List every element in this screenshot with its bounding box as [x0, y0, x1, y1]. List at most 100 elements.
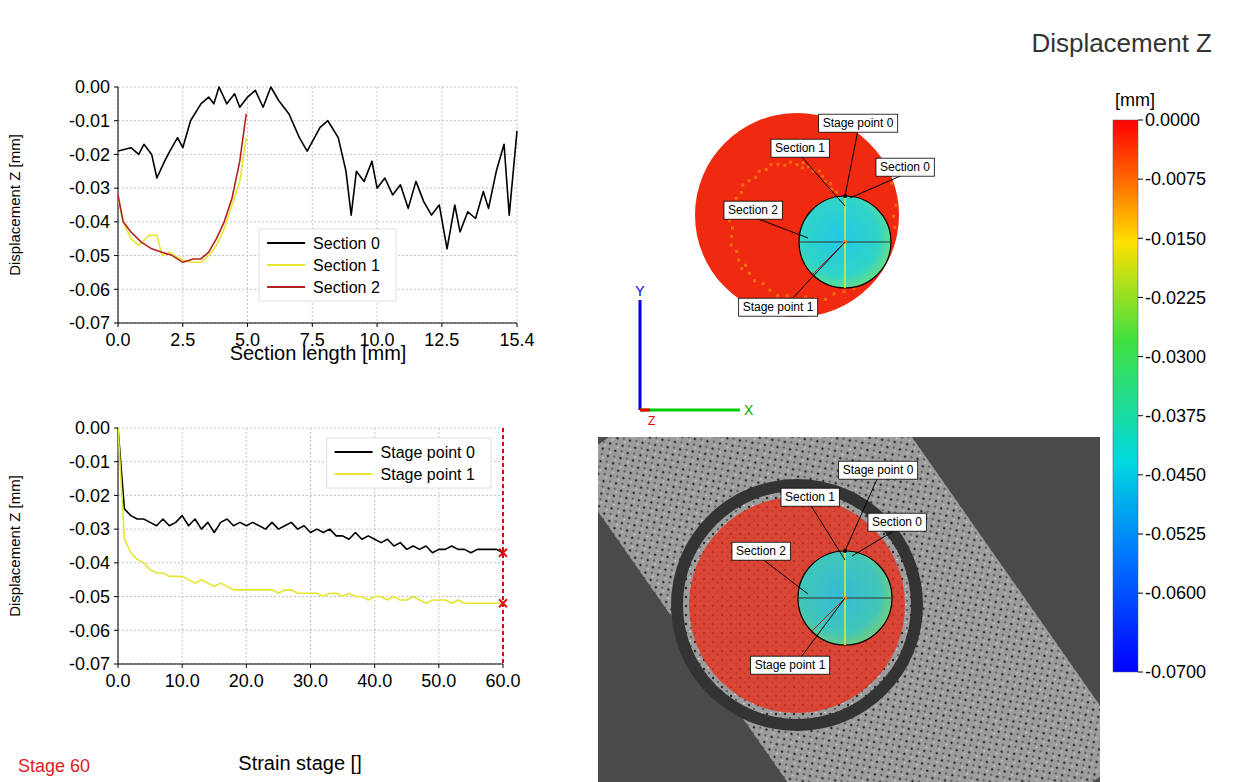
- colorbar-tick: [1138, 474, 1143, 475]
- y-tick-label: -0.07: [69, 654, 110, 674]
- legend: Stage point 0Stage point 1: [327, 438, 491, 488]
- leader-line: [761, 558, 808, 594]
- colorbar-tick: [1138, 356, 1143, 357]
- map-label: Section 1: [775, 141, 825, 155]
- noise: [735, 250, 738, 253]
- noise: [762, 282, 765, 285]
- tick: [246, 664, 247, 668]
- y-tick-label: -0.04: [69, 212, 110, 232]
- colorbar-tick: [1138, 593, 1143, 594]
- grid-line: [118, 596, 503, 597]
- colorbar-tick: [1138, 297, 1143, 298]
- noise: [741, 184, 744, 187]
- grid-line: [503, 428, 504, 664]
- y-tick-label: -0.01: [69, 452, 110, 472]
- fixture: [671, 479, 923, 731]
- grid-line: [118, 630, 503, 631]
- map-label: Section 2: [736, 544, 786, 558]
- label-box: [751, 656, 830, 674]
- stage-marker: [499, 549, 507, 557]
- legend-label: Section 0: [313, 235, 380, 252]
- leader-line: [850, 174, 905, 198]
- y-tick-label: -0.03: [69, 178, 110, 198]
- noise: [818, 170, 821, 173]
- noise: [843, 290, 846, 293]
- contour-map: Stage point 0Section 1Section 0Section 2…: [695, 113, 934, 317]
- legend-swatch: [335, 451, 373, 453]
- specimen-band: [598, 437, 1100, 782]
- grid-line: [118, 154, 517, 155]
- tick: [438, 664, 439, 668]
- noise: [730, 235, 733, 238]
- label-box: [868, 513, 926, 531]
- x-tick-label: 10.0: [165, 671, 200, 691]
- y-tick-label: -0.03: [69, 519, 110, 539]
- series-line: [118, 114, 246, 262]
- noise: [789, 161, 792, 164]
- y-tick-label: -0.05: [69, 246, 110, 266]
- grid-line: [247, 87, 248, 323]
- leader-line: [845, 130, 858, 196]
- series-line: [118, 138, 246, 263]
- y-tick-label: -0.02: [69, 486, 110, 506]
- tick: [114, 596, 118, 597]
- colorbar-tick: [1138, 179, 1143, 180]
- grid-line: [182, 428, 183, 664]
- axis-label: Y: [635, 283, 645, 299]
- tick: [310, 664, 311, 668]
- stage-label: Stage 60: [18, 756, 90, 776]
- noise: [893, 226, 896, 229]
- noise: [835, 191, 838, 194]
- title: Displacement Z: [1031, 28, 1212, 58]
- colorbar-label: -0.0375: [1145, 406, 1206, 426]
- x-tick-label: 15.4: [499, 330, 534, 350]
- y-tick-label: -0.04: [69, 553, 110, 573]
- map-label: Section 0: [872, 515, 922, 529]
- tick: [114, 323, 118, 324]
- tick: [114, 562, 118, 563]
- noise: [740, 267, 743, 270]
- colorbar-tick: [1138, 672, 1143, 673]
- legend-swatch: [267, 264, 305, 266]
- noise: [740, 191, 743, 194]
- noise: [795, 163, 798, 166]
- noise: [748, 179, 751, 182]
- plot-area: [118, 87, 517, 262]
- label-box: [781, 488, 839, 506]
- axis-label: X: [744, 402, 754, 418]
- x-tick-label: 60.0: [485, 671, 520, 691]
- y-tick-label: -0.05: [69, 587, 110, 607]
- noise: [768, 289, 771, 292]
- y-tick-label: -0.02: [69, 145, 110, 165]
- tick: [114, 255, 118, 256]
- legend-label: Stage point 1: [381, 466, 475, 483]
- tick: [182, 323, 183, 327]
- noise: [786, 294, 789, 297]
- tick: [114, 87, 118, 88]
- specimen-field: [695, 113, 899, 317]
- tick: [114, 630, 118, 631]
- grid-line: [118, 221, 517, 222]
- series-line: [118, 87, 517, 249]
- tick: [503, 664, 504, 668]
- noise: [730, 243, 733, 246]
- tick: [114, 154, 118, 155]
- map-label: Section 2: [728, 203, 778, 217]
- legend: Section 0Section 1Section 2: [259, 229, 396, 301]
- leader-line: [810, 504, 845, 560]
- colorbar-label: 0.0000: [1145, 110, 1200, 130]
- axis-label: Z: [648, 414, 655, 428]
- map-label: Section 1: [785, 490, 835, 504]
- tick: [182, 664, 183, 668]
- stage-cursor: [502, 428, 504, 664]
- y-tick-label: -0.01: [69, 111, 110, 131]
- chart: 0.010.020.030.040.050.060.00.00-0.01-0.0…: [6, 418, 521, 774]
- x-tick-label: 50.0: [421, 671, 456, 691]
- leader-line: [800, 155, 845, 206]
- grid-line: [118, 323, 517, 324]
- noise: [765, 168, 768, 171]
- colorbar-tick: [1138, 120, 1143, 121]
- colorbar-label: -0.0700: [1145, 662, 1206, 682]
- colorbar-label: -0.0225: [1145, 288, 1206, 308]
- tick: [114, 461, 118, 462]
